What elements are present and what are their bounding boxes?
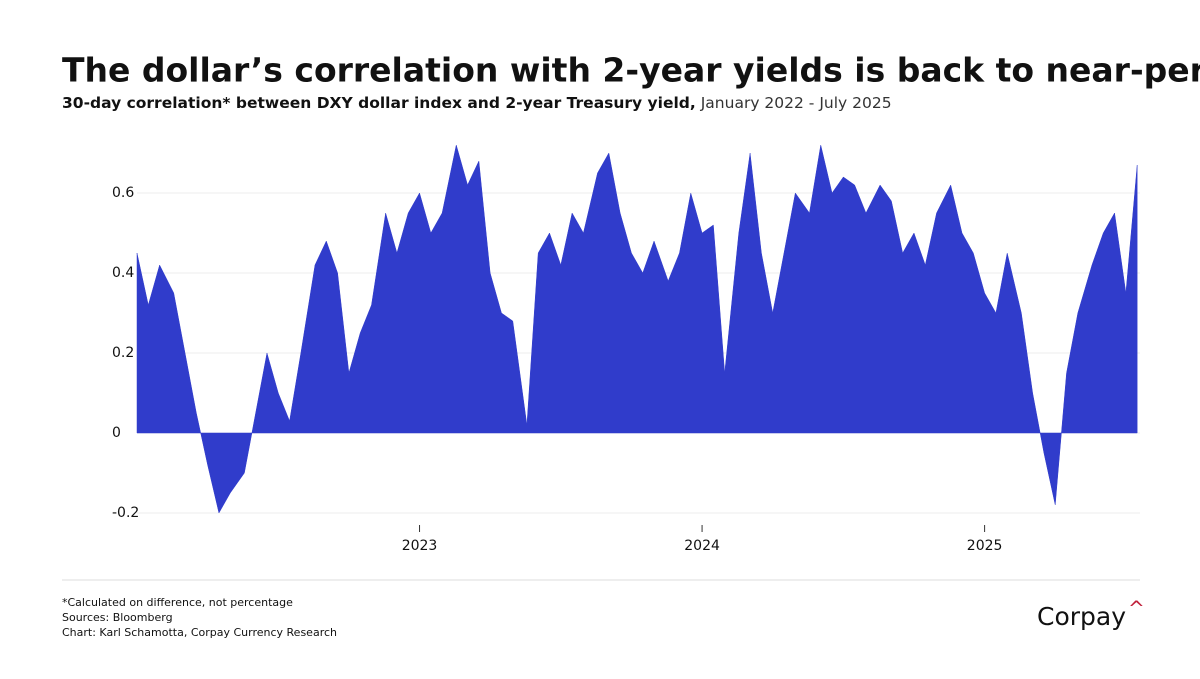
logo-mark: ^: [1128, 597, 1145, 621]
y-tick-label: 0.6: [112, 185, 134, 201]
x-tick-label: 2025: [967, 538, 1003, 554]
chart-subtitle: 30-day correlation* between DXY dollar i…: [62, 94, 892, 112]
y-tick-label: 0: [112, 425, 121, 441]
subtitle-main: 30-day correlation* between DXY dollar i…: [62, 94, 696, 112]
note: *Calculated on difference, not percentag…: [62, 596, 293, 609]
subtitle-period: January 2022 - July 2025: [700, 94, 892, 112]
note: Sources: Bloomberg: [62, 611, 173, 624]
y-tick-label: 0.4: [112, 265, 134, 281]
y-tick-label: -0.2: [112, 505, 139, 521]
x-tick-label: 2023: [402, 538, 438, 554]
note: Chart: Karl Schamotta, Corpay Currency R…: [62, 626, 337, 639]
y-tick-label: 0.2: [112, 345, 134, 361]
chart-title: The dollar’s correlation with 2-year yie…: [62, 51, 1200, 90]
x-tick-label: 2024: [684, 538, 720, 554]
area: [136, 144, 1138, 514]
logo: Corpay: [1037, 602, 1126, 631]
